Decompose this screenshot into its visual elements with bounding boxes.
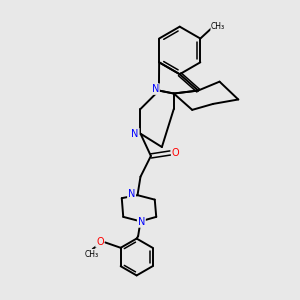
- Text: N: N: [138, 217, 145, 227]
- Text: CH₃: CH₃: [211, 22, 225, 31]
- Text: N: N: [131, 129, 139, 139]
- Text: O: O: [96, 237, 104, 247]
- Text: O: O: [172, 148, 179, 158]
- Text: CH₃: CH₃: [84, 250, 98, 259]
- Text: N: N: [152, 84, 159, 94]
- Text: N: N: [128, 189, 135, 199]
